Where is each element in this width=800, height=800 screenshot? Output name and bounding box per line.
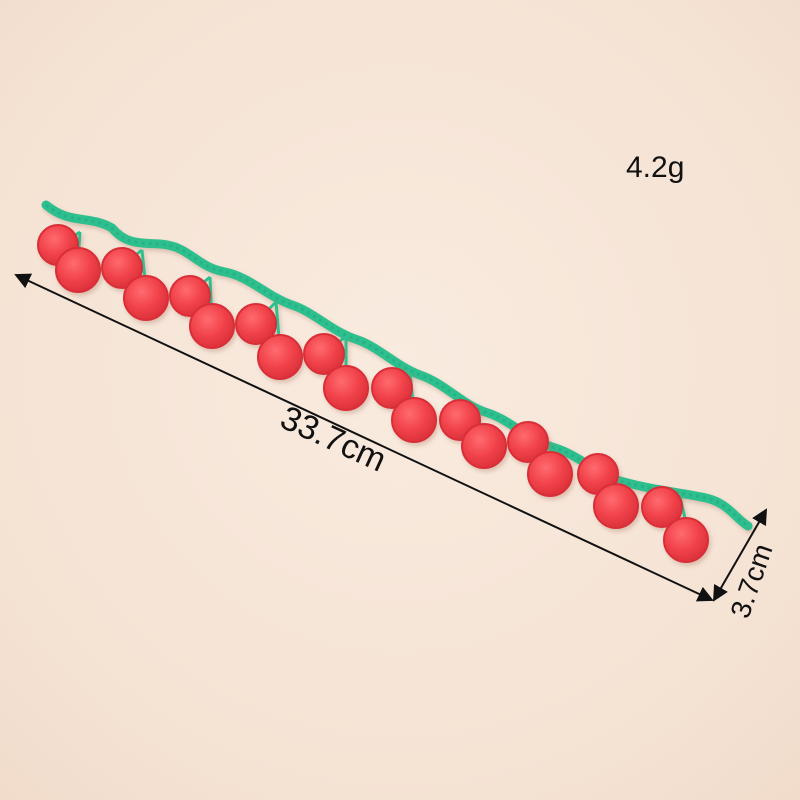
- cherry-cluster-8: [507, 421, 573, 497]
- cherry-cluster-9: [577, 453, 639, 529]
- cherry: [663, 517, 709, 563]
- cherry: [189, 303, 235, 349]
- width-label: 3.7cm: [724, 540, 778, 622]
- cherry: [257, 334, 303, 380]
- cherry: [391, 397, 437, 443]
- cherry: [123, 275, 169, 321]
- cherry: [55, 247, 101, 293]
- width-arrow: [712, 508, 768, 602]
- lace-vine: [41, 200, 753, 531]
- cherry: [461, 423, 507, 469]
- cherry-cluster-7: [439, 399, 507, 469]
- cherry: [527, 451, 573, 497]
- length-arrow: [14, 273, 714, 602]
- cherry-cluster-4: [235, 300, 303, 380]
- cherry-cluster-2: [101, 247, 169, 321]
- length-label: 33.7cm: [275, 399, 392, 480]
- cherry: [323, 365, 369, 411]
- weight-label: 4.2g: [626, 151, 684, 184]
- cherry-cluster-5: [303, 333, 369, 411]
- cherry-cluster-1: [37, 224, 101, 293]
- cherry-cluster-3: [169, 275, 235, 349]
- cherry: [593, 483, 639, 529]
